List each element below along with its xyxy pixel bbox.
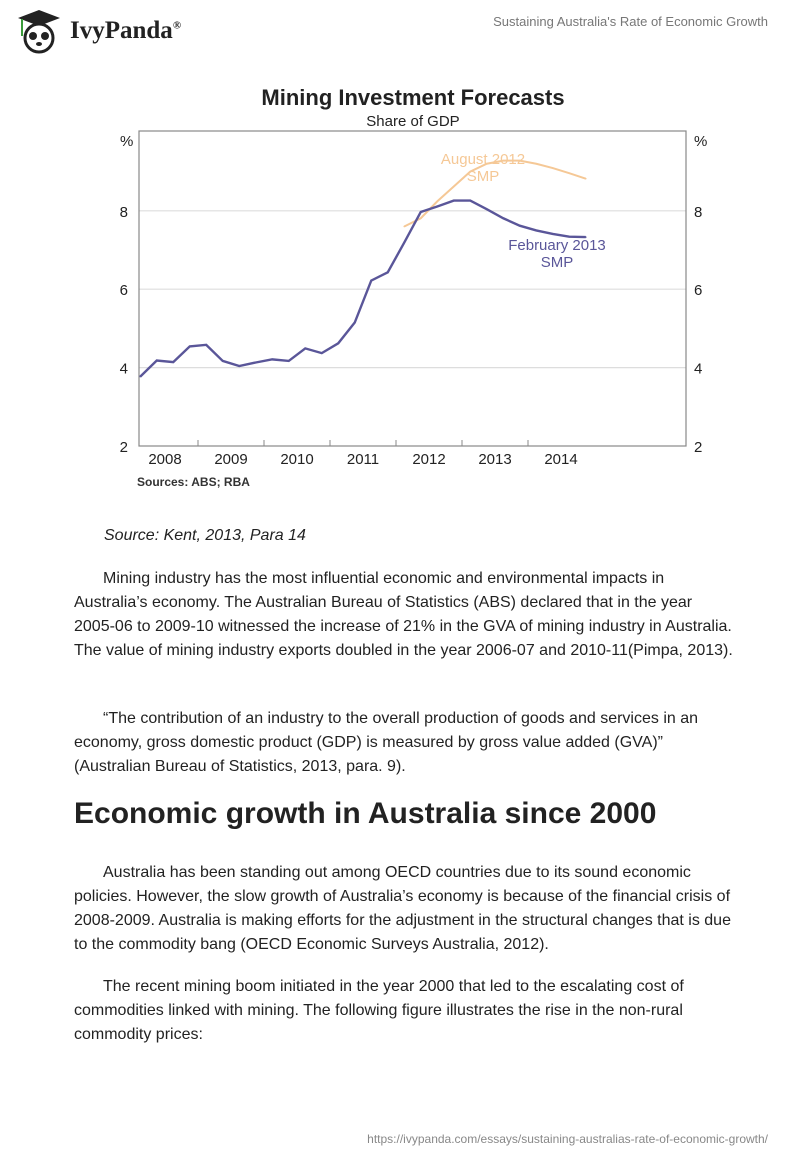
- data-point: [205, 344, 208, 346]
- data-point: [452, 199, 455, 202]
- data-point: [535, 229, 538, 232]
- data-point: [403, 225, 406, 228]
- logo[interactable]: IvyPanda®: [14, 8, 181, 54]
- data-point: [304, 347, 307, 350]
- paragraph-4: The recent mining boom initiated in the …: [74, 978, 684, 1043]
- y-tick-label-left: 8: [120, 204, 128, 221]
- data-point: [386, 271, 389, 274]
- y-tick-label-right: 8: [694, 204, 702, 221]
- data-point: [584, 177, 587, 180]
- section-heading: Economic growth in Australia since 2000: [74, 797, 657, 830]
- y-axis-label-left: %: [120, 133, 133, 150]
- data-point: [353, 321, 356, 324]
- data-point: [518, 159, 521, 162]
- logo-text: IvyPanda: [70, 17, 173, 44]
- series-line-february-2013: [139, 199, 586, 378]
- data-point: [584, 236, 587, 238]
- data-point: [419, 211, 422, 213]
- footer-url[interactable]: https://ivypanda.com/essays/sustaining-a…: [367, 1132, 768, 1146]
- data-point: [271, 358, 274, 361]
- chart-source: Sources: ABS; RBA: [137, 475, 250, 489]
- data-point: [469, 199, 472, 202]
- y-tick-label-left: 4: [120, 361, 128, 378]
- series-label: SMP: [467, 168, 500, 185]
- y-tick-label-left: 2: [120, 439, 128, 456]
- series-label: SMP: [541, 254, 574, 271]
- data-point: [188, 345, 191, 348]
- data-point: [155, 359, 158, 362]
- y-axis-label-right: %: [694, 133, 707, 150]
- data-point: [254, 361, 257, 364]
- y-tick-label-right: 4: [694, 361, 702, 378]
- data-point: [436, 200, 439, 203]
- series-label: February 2013: [508, 237, 606, 254]
- x-tick-label: 2011: [347, 451, 379, 468]
- x-tick-label: 2009: [214, 451, 247, 468]
- data-point: [320, 352, 323, 354]
- mining-investment-chart: Mining Investment Forecasts Share of GDP…: [120, 85, 708, 489]
- x-tick-label: 2010: [280, 451, 313, 468]
- data-point: [370, 279, 373, 282]
- series-line-august-2012: [403, 159, 587, 228]
- y-tick-label-right: 2: [694, 439, 702, 456]
- data-point: [337, 342, 340, 345]
- data-point: [518, 224, 521, 227]
- x-tick-label: 2014: [544, 451, 577, 468]
- data-point: [485, 208, 488, 211]
- data-point: [551, 167, 554, 169]
- data-point: [502, 217, 505, 220]
- data-point: [502, 159, 505, 162]
- data-point: [172, 361, 175, 363]
- data-point: [452, 185, 455, 188]
- paragraph-3: Australia has been standing out among OE…: [74, 864, 731, 953]
- data-point: [535, 162, 538, 165]
- data-point: [238, 365, 241, 367]
- paragraph-1: Mining industry has the most influential…: [74, 570, 733, 659]
- data-point: [139, 375, 142, 378]
- y-tick-label-right: 6: [694, 282, 702, 299]
- document-title: Sustaining Australia's Rate of Economic …: [493, 14, 768, 29]
- registered-mark: ®: [172, 19, 182, 32]
- paragraph-2: “The contribution of an industry to the …: [74, 710, 699, 775]
- plot-frame: [138, 130, 687, 447]
- data-point: [551, 233, 554, 235]
- data-point: [221, 360, 224, 362]
- data-point: [568, 235, 571, 238]
- data-point: [469, 170, 472, 173]
- data-point: [403, 241, 406, 244]
- figure-caption: Source: Kent, 2013, Para 14: [104, 527, 306, 544]
- series-label: August 2012: [441, 151, 525, 168]
- x-tick-label: 2008: [148, 451, 181, 468]
- data-point: [287, 360, 290, 362]
- chart-title: Mining Investment Forecasts: [261, 85, 564, 110]
- chart-subtitle: Share of GDP: [366, 113, 459, 130]
- data-point: [568, 172, 571, 174]
- x-tick-label: 2013: [478, 451, 511, 468]
- data-point: [485, 162, 488, 165]
- panda-logo-icon: [18, 10, 60, 54]
- x-tick-label: 2012: [412, 451, 445, 468]
- data-point: [436, 205, 439, 208]
- y-tick-label-left: 6: [120, 282, 128, 299]
- data-point: [419, 217, 422, 220]
